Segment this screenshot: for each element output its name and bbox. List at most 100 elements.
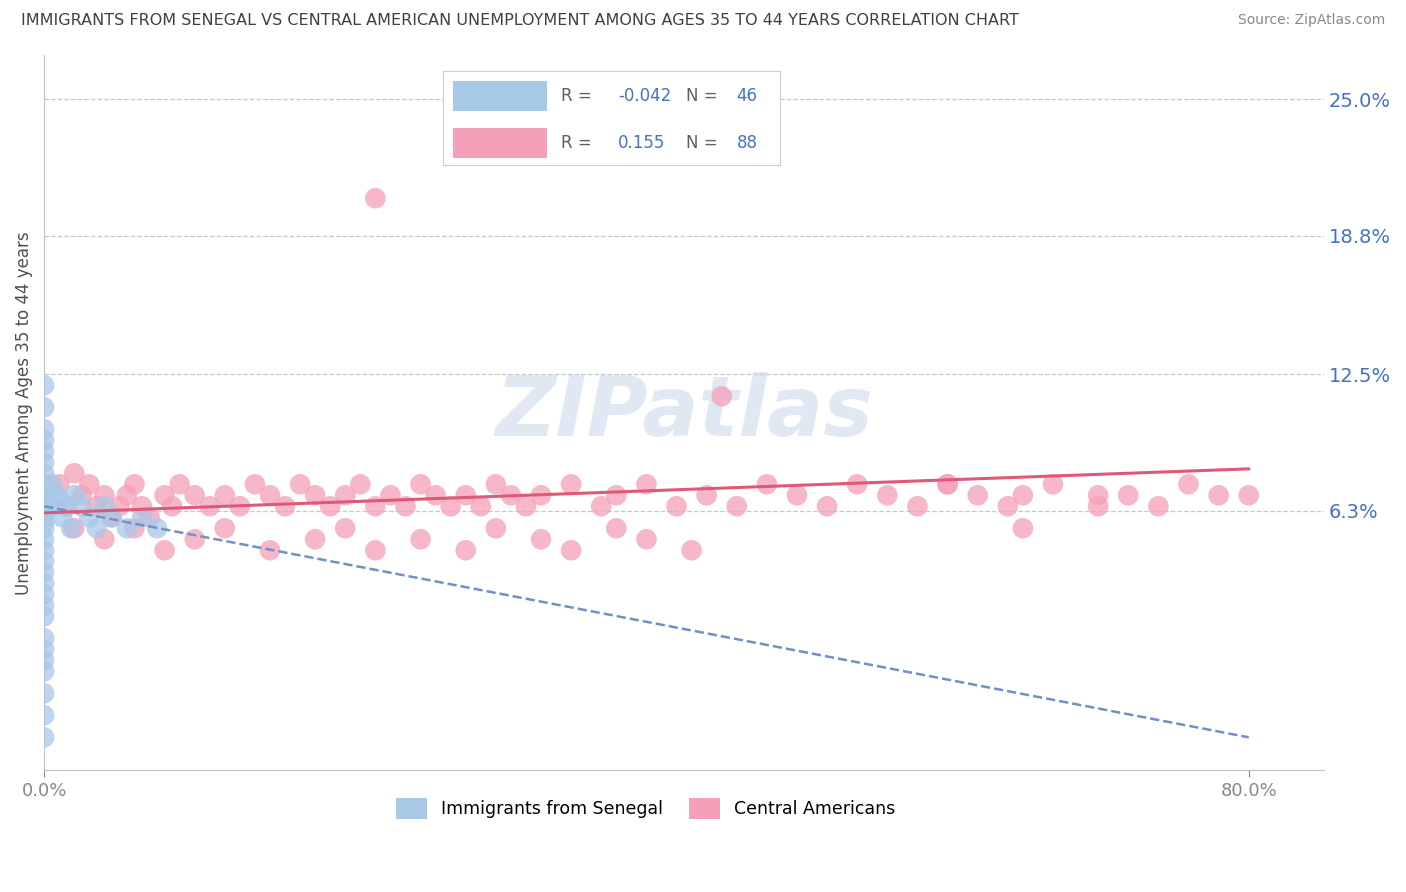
Point [108, 500, 131, 514]
Point [485, 477, 508, 491]
Point [79, 477, 101, 491]
Point [665, 500, 688, 514]
Point [153, 543, 176, 558]
Point [32, 521, 55, 535]
Point [636, 533, 658, 547]
Point [79, 510, 101, 524]
Point [288, 477, 311, 491]
Point [32, 665, 55, 679]
Point [605, 488, 627, 502]
Point [32, 599, 55, 613]
Point [63, 467, 86, 481]
Point [846, 477, 869, 491]
Point [32, 378, 55, 392]
Legend: Immigrants from Senegal, Central Americans: Immigrants from Senegal, Central America… [389, 791, 903, 826]
Point [1011, 521, 1033, 535]
Point [304, 488, 326, 502]
Point [605, 521, 627, 535]
Point [101, 510, 124, 524]
Point [32, 587, 55, 601]
Point [131, 510, 153, 524]
Point [1087, 500, 1109, 514]
Point [115, 488, 138, 502]
Point [530, 488, 553, 502]
Point [32, 554, 55, 568]
Point [32, 510, 55, 524]
Point [32, 422, 55, 436]
Point [304, 533, 326, 547]
Point [1116, 488, 1139, 502]
Point [681, 543, 703, 558]
Point [32, 543, 55, 558]
Point [32, 686, 55, 700]
Y-axis label: Unemployment Among Ages 35 to 44 years: Unemployment Among Ages 35 to 44 years [15, 231, 32, 595]
Text: Source: ZipAtlas.com: Source: ZipAtlas.com [1237, 13, 1385, 28]
FancyBboxPatch shape [453, 81, 547, 111]
Point [1208, 488, 1230, 502]
Point [214, 488, 236, 502]
Point [1177, 477, 1199, 491]
Point [997, 500, 1019, 514]
Point [32, 488, 55, 502]
Point [63, 488, 86, 502]
Point [93, 488, 115, 502]
Text: N =: N = [686, 134, 723, 152]
Text: 0.155: 0.155 [619, 134, 665, 152]
Point [32, 515, 55, 529]
Point [198, 500, 221, 514]
Point [515, 500, 537, 514]
Point [32, 444, 55, 458]
Point [364, 543, 387, 558]
Point [936, 477, 959, 491]
Point [32, 492, 55, 507]
Point [274, 500, 297, 514]
Point [725, 500, 748, 514]
Point [41, 500, 63, 514]
Point [48, 492, 70, 507]
Text: 88: 88 [737, 134, 758, 152]
Point [409, 477, 432, 491]
Point [32, 566, 55, 580]
Point [394, 500, 416, 514]
Point [63, 521, 86, 535]
Point [86, 500, 108, 514]
Point [440, 500, 463, 514]
Text: -0.042: -0.042 [619, 87, 672, 104]
Point [138, 510, 160, 524]
Point [32, 401, 55, 415]
Point [1087, 488, 1109, 502]
Point [364, 191, 387, 205]
Point [530, 533, 553, 547]
Point [124, 521, 146, 535]
Point [636, 477, 658, 491]
Point [93, 533, 115, 547]
Point [32, 477, 55, 491]
Point [335, 521, 357, 535]
Point [70, 500, 93, 514]
Point [32, 642, 55, 657]
Point [45, 488, 67, 502]
Point [259, 543, 281, 558]
Point [86, 521, 108, 535]
Text: R =: R = [561, 87, 598, 104]
FancyBboxPatch shape [453, 128, 547, 158]
Point [710, 389, 733, 403]
Point [131, 500, 153, 514]
Point [70, 488, 93, 502]
Point [160, 500, 183, 514]
Point [560, 477, 582, 491]
Point [243, 477, 266, 491]
Point [425, 488, 447, 502]
Point [32, 609, 55, 624]
Point [115, 521, 138, 535]
Point [335, 488, 357, 502]
Point [349, 477, 371, 491]
Point [169, 477, 191, 491]
Point [485, 521, 508, 535]
Point [55, 500, 77, 514]
Point [55, 500, 77, 514]
Point [470, 500, 492, 514]
Point [696, 488, 718, 502]
Point [907, 500, 929, 514]
Point [936, 477, 959, 491]
